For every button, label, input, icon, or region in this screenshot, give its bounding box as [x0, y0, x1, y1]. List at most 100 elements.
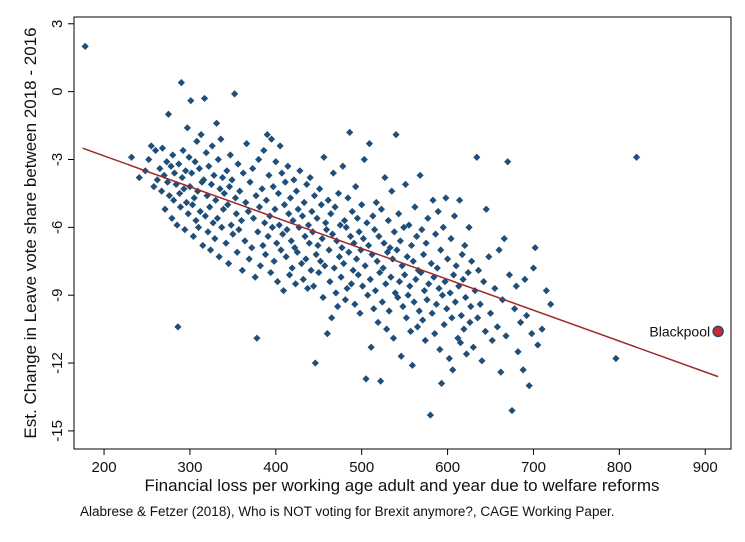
data-point [259, 241, 267, 250]
data-point [346, 232, 355, 240]
data-point [325, 246, 333, 254]
data-point [456, 339, 465, 347]
data-point [422, 239, 430, 247]
data-point [462, 350, 471, 358]
data-point [231, 194, 240, 202]
data-point [413, 323, 422, 331]
data-point [438, 291, 447, 299]
data-point [525, 382, 533, 390]
data-point [612, 354, 620, 363]
data-point [279, 287, 288, 295]
data-point [255, 155, 263, 164]
data-point [208, 142, 216, 150]
data-point [347, 280, 355, 288]
data-point [206, 203, 214, 211]
data-point [495, 246, 503, 254]
data-point [391, 289, 399, 297]
data-point [476, 300, 484, 308]
data-point [340, 216, 349, 225]
data-point [277, 246, 285, 254]
data-point [342, 223, 350, 231]
data-point [229, 230, 237, 238]
data-point [187, 97, 195, 105]
data-point [396, 237, 404, 245]
data-point [163, 158, 171, 166]
data-point [293, 248, 301, 256]
data-point [241, 237, 249, 245]
data-point [178, 173, 186, 182]
data-point [380, 239, 388, 247]
data-point [364, 291, 372, 299]
x-tick-label: 500 [349, 459, 374, 476]
data-point [285, 210, 293, 218]
data-point [244, 207, 252, 216]
data-point [302, 255, 310, 263]
data-point [253, 334, 261, 342]
data-point [335, 253, 343, 261]
data-point [485, 253, 493, 261]
data-point [81, 42, 89, 51]
data-point [260, 146, 268, 155]
data-point [190, 194, 198, 202]
data-point [363, 219, 371, 227]
data-point [390, 228, 398, 236]
data-point [497, 368, 505, 376]
data-point [323, 330, 331, 338]
data-point [461, 241, 469, 250]
data-point [264, 232, 272, 240]
data-point [431, 330, 439, 338]
data-point [223, 167, 231, 175]
data-point [448, 314, 456, 322]
data-point [387, 273, 395, 281]
data-point [417, 268, 425, 277]
data-point [310, 192, 319, 200]
data-point [413, 232, 421, 240]
data-point [135, 173, 143, 182]
data-point [168, 214, 176, 222]
data-point [207, 180, 216, 188]
data-point [464, 268, 472, 277]
data-point [252, 192, 260, 200]
data-point [165, 192, 173, 200]
data-point [547, 300, 555, 308]
x-tick-label: 200 [92, 459, 117, 476]
blackpool-point [712, 325, 724, 338]
data-point [299, 275, 307, 283]
data-point [531, 244, 539, 252]
data-point [397, 352, 405, 360]
data-point [215, 253, 223, 261]
data-point [235, 226, 243, 234]
data-point [318, 235, 326, 243]
data-point [269, 183, 277, 191]
data-point [440, 321, 448, 329]
data-point [436, 345, 444, 354]
data-point [455, 282, 463, 290]
data-point [295, 223, 303, 231]
data-point [288, 264, 296, 272]
data-point [276, 142, 284, 150]
data-point [301, 232, 309, 240]
x-tick-label: 600 [435, 459, 460, 476]
x-tick-label: 900 [693, 459, 718, 476]
data-point [158, 144, 167, 152]
data-point [510, 305, 519, 313]
data-point [258, 185, 266, 193]
y-tick-label: -15 [49, 420, 66, 442]
data-point [370, 226, 379, 234]
data-point [328, 230, 337, 238]
data-point [188, 169, 196, 177]
data-point [194, 223, 203, 231]
data-point [251, 273, 259, 281]
data-point [425, 280, 433, 288]
data-point [418, 226, 426, 234]
data-point [214, 155, 222, 164]
data-point [447, 235, 455, 243]
data-point [392, 131, 400, 139]
data-point [399, 302, 407, 311]
data-point [231, 90, 239, 98]
data-point [375, 232, 383, 240]
data-point [183, 124, 191, 132]
data-point [408, 361, 416, 369]
data-point [406, 282, 414, 290]
data-point [389, 334, 398, 342]
